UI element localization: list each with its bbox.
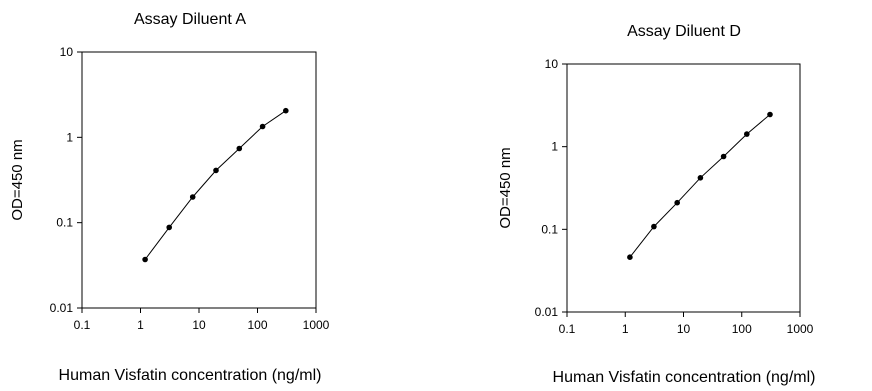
chart-d-points — [627, 111, 773, 260]
chart-d-y-label: OD=450 nm — [497, 147, 514, 228]
data-point — [674, 199, 680, 206]
data-point — [142, 256, 148, 263]
x-tick-label: 0.1 — [559, 322, 576, 336]
data-point — [236, 145, 243, 152]
y-tick-label: 1 — [66, 130, 73, 144]
y-tick-label: 1 — [551, 140, 558, 154]
y-tick-label: 10 — [545, 57, 559, 71]
chart-a-points — [142, 107, 289, 263]
x-tick-label: 10 — [192, 318, 206, 332]
data-point — [720, 153, 727, 160]
data-point — [283, 107, 289, 114]
chart-a-y-ticks: 0.01 0.1 1 10 — [50, 45, 82, 315]
chart-a-x-label: Human Visfatin concentration (ng/ml) — [59, 367, 322, 384]
data-point — [259, 123, 266, 130]
chart-d-x-ticks: 0.1 1 10 100 1000 — [559, 312, 814, 336]
data-point — [767, 111, 773, 118]
x-tick-label: 1 — [622, 322, 629, 336]
data-point — [166, 224, 172, 231]
chart-d-x-label: Human Visfatin concentration (ng/ml) — [553, 369, 816, 386]
chart-d-series-line — [629, 114, 771, 258]
chart-a-x-ticks: 0.1 1 10 100 1000 — [74, 308, 330, 332]
chart-a-series-line — [144, 110, 287, 260]
y-tick-label: 0.1 — [541, 222, 558, 236]
data-point — [697, 175, 704, 181]
data-point — [189, 194, 196, 200]
chart-a-title: Assay Diluent A — [134, 11, 246, 28]
x-tick-label: 1000 — [303, 318, 330, 332]
chart-d-title: Assay Diluent D — [627, 23, 741, 40]
x-tick-label: 1000 — [787, 322, 814, 336]
chart-a-plot-frame — [81, 51, 317, 309]
x-tick-label: 100 — [732, 322, 752, 336]
y-tick-label: 0.1 — [56, 216, 73, 230]
x-tick-label: 10 — [677, 322, 691, 336]
x-tick-label: 1 — [137, 318, 144, 332]
data-point — [651, 223, 657, 230]
y-tick-label: 0.01 — [535, 305, 559, 319]
data-point — [744, 131, 750, 137]
x-tick-label: 100 — [247, 318, 267, 332]
y-tick-label: 10 — [60, 45, 74, 59]
chart-d-y-ticks: 0.01 0.1 1 10 — [535, 57, 567, 319]
data-point — [213, 167, 219, 174]
x-tick-label: 0.1 — [74, 318, 91, 332]
chart-d-plot-frame — [566, 63, 801, 313]
y-tick-label: 0.01 — [50, 301, 74, 315]
data-point — [627, 254, 633, 260]
chart-a-y-label: OD=450 nm — [9, 139, 26, 220]
